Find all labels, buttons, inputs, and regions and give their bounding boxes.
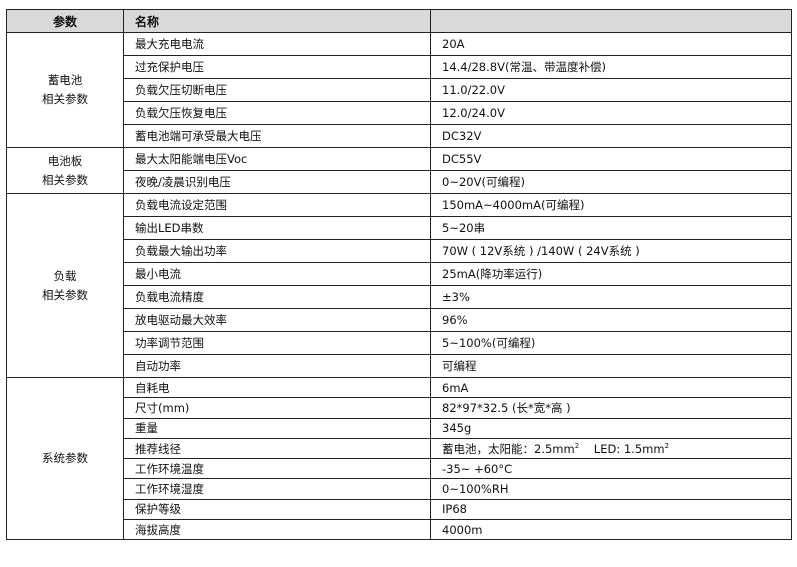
table-row: 最小电流 25mA(降功率运行) [7,262,792,286]
param-name: 自耗电 [123,376,431,399]
param-name: 推荐线径 [123,437,431,460]
param-value: 20A [430,32,792,56]
group-label: 蓄电池 相关参数 [6,32,124,148]
param-name: 自动功率 [123,354,431,378]
group-label-line: 相关参数 [42,172,88,187]
param-value: 25mA(降功率运行) [430,262,792,286]
param-name: 功率调节范围 [123,331,431,355]
table-row: 重量 345g [7,417,792,439]
group-label-line: 系统参数 [42,451,88,466]
table-row: 负载欠压恢复电压 12.0/24.0V [7,101,792,125]
param-value: 11.0/22.0V [430,78,792,102]
table-row: 功率调节范围 5~100%(可编程) [7,331,792,355]
group-label-line: 电池板 [47,153,83,168]
param-value: 12.0/24.0V [430,101,792,125]
param-value: 5~100%(可编程) [430,331,792,355]
param-value: 蓄电池，太阳能：2.5mm2 LED: 1.5mm2 [430,437,792,460]
table-row: 推荐线径 蓄电池，太阳能：2.5mm2 LED: 1.5mm2 [7,437,792,460]
group-label-line: 相关参数 [42,287,88,302]
header-param: 参数 [6,9,124,33]
table-row: 蓄电池 相关参数 最大充电电流 20A [6,32,792,148]
table-row: 负载欠压切断电压 11.0/22.0V [7,78,792,102]
param-name: 负载欠压恢复电压 [123,101,431,125]
group-label-line: 负载 [53,268,77,283]
table-row: 放电驱动最大效率 96% [7,308,792,332]
spec-table: 参数 名称 蓄电池 相关参数 最大充电电流 20A 过充保护电压 14.4/28.8V(常… [6,9,792,541]
param-value: 0~20V(可编程) [430,170,792,194]
wire-size-battery-solar: 蓄电池，太阳能：2.5mm [442,441,575,456]
param-name: 蓄电池端可承受最大电压 [123,124,431,148]
group-label: 系统参数 [6,376,124,541]
param-name: 最大太阳能端电压Voc [123,147,431,171]
group-label: 负载 相关参数 [6,193,124,378]
table-row: 蓄电池端可承受最大电压 DC32V [7,124,792,148]
param-value: DC55V [430,147,792,171]
param-name: 保护等级 [123,498,431,521]
table-row: 工作环境温度 -35~ +60°C [7,458,792,480]
param-value: 5~20串 [430,216,792,240]
group-label-line: 相关参数 [42,92,88,106]
param-value: 6mA [430,376,792,399]
superscript: 2 [664,441,670,450]
param-value: 345g [430,417,792,439]
table-row: 工作环境湿度 0~100%RH [7,478,792,500]
param-value: 150mA~4000mA(可编程) [430,193,792,217]
header-name: 名称 [123,9,431,33]
table-row: 保护等级 IP68 [7,498,792,521]
param-value: ±3% [430,285,792,309]
table-row: 负载最大输出功率 70W ( 12V系统 ) /140W ( 24V系统 ) [7,239,792,263]
param-name: 工作环境温度 [123,458,431,480]
table-row: 夜晚/凌晨识别电压 0~20V(可编程) [7,170,792,194]
table-row: 过充保护电压 14.4/28.8V(常温、带温度补偿) [7,55,792,79]
param-name: 输出LED串数 [123,216,431,240]
param-value: 0~100%RH [430,478,792,500]
param-name: 负载电流设定范围 [123,193,431,217]
superscript: 2 [574,441,580,450]
param-value: 82*97*32.5 (长*宽*高 ) [430,397,792,419]
header-value [430,9,792,33]
table-row: 尺寸(mm) 82*97*32.5 (长*宽*高 ) [7,397,792,419]
param-value: 4000m [430,519,792,541]
table-row: 自动功率 可编程 [7,354,792,378]
group-label-line: 蓄电池 [47,73,83,87]
param-name: 重量 [123,417,431,439]
table-row: 负载电流精度 ±3% [7,285,792,309]
param-name: 夜晚/凌晨识别电压 [123,170,431,194]
param-value: 96% [430,308,792,332]
param-name: 最小电流 [123,262,431,286]
wire-size-led: LED: 1.5mm [593,441,665,456]
param-name: 负载欠压切断电压 [123,78,431,102]
param-value: 可编程 [430,354,792,378]
param-name: 尺寸(mm) [123,397,431,419]
param-value: 70W ( 12V系统 ) /140W ( 24V系统 ) [430,239,792,263]
param-value: -35~ +60°C [430,458,792,480]
header-row: 参数 名称 [6,9,792,33]
param-name: 过充保护电压 [123,55,431,79]
param-name: 负载电流精度 [123,285,431,309]
param-name: 负载最大输出功率 [123,239,431,263]
group-label: 电池板 相关参数 [6,147,124,194]
param-name: 工作环境湿度 [123,478,431,500]
table-row: 负载 相关参数 负载电流设定范围 150mA~4000mA(可编程) [6,193,792,378]
param-value: 14.4/28.8V(常温、带温度补偿) [430,55,792,79]
table-row: 输出LED串数 5~20串 [7,216,792,240]
param-value: IP68 [430,498,792,521]
param-name: 放电驱动最大效率 [123,308,431,332]
param-value: DC32V [430,124,792,148]
table-row: 系统参数 自耗电 6mA [6,376,792,541]
table-row: 海拔高度 4000m [7,519,792,541]
param-name: 海拔高度 [123,519,431,541]
table-row: 电池板 相关参数 最大太阳能端电压Voc DC55V [6,147,792,194]
param-name: 最大充电电流 [123,32,431,56]
